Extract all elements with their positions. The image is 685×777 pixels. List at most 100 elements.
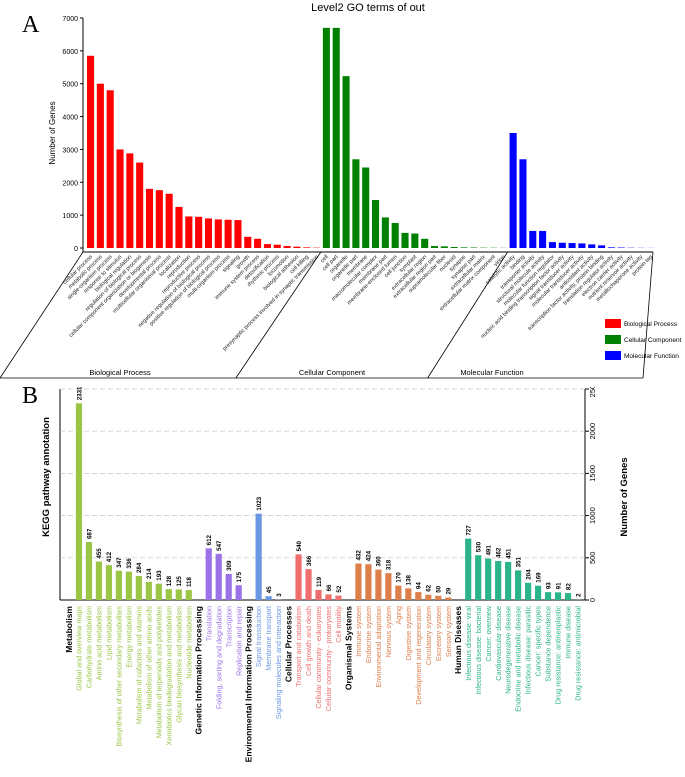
left-axis-label: KEGG pathway annotation xyxy=(41,417,52,537)
x-tick-label: Replication and repair xyxy=(234,605,243,676)
x-tick-label: Metabolism of other amino acids xyxy=(144,606,153,710)
x-tick-label: Lipid metabolism xyxy=(105,606,114,660)
bar xyxy=(95,561,103,600)
y-tick-label: 2000 xyxy=(588,423,597,440)
legend-swatch xyxy=(605,335,621,344)
bar xyxy=(106,90,114,249)
data-label: 204 xyxy=(525,569,532,580)
data-label: 52 xyxy=(336,585,343,592)
data-label: 118 xyxy=(186,577,193,588)
x-tick-label: Circulatory system xyxy=(424,606,433,665)
data-label: 540 xyxy=(296,541,303,552)
bar xyxy=(145,188,154,248)
bar xyxy=(165,589,172,600)
x-tick-label: Excretory system xyxy=(434,606,443,661)
bar xyxy=(539,230,547,248)
x-tick-label: Xenobiotics biodegradation and metabolis… xyxy=(164,606,173,745)
x-tick-label: Cardiovascular disease xyxy=(494,606,503,681)
data-label: 491 xyxy=(485,545,492,556)
x-tick-label: cell xyxy=(320,254,330,264)
group-label: Molecular Function xyxy=(460,368,523,377)
bar xyxy=(205,548,212,600)
bar xyxy=(505,561,512,600)
bar xyxy=(381,217,389,248)
bar xyxy=(254,238,262,248)
bar xyxy=(116,149,124,248)
data-label: 462 xyxy=(495,547,502,558)
bar xyxy=(529,230,537,248)
x-tick-label: Drug resistance: antimicrobial xyxy=(574,606,583,701)
y-tick-label: 3000 xyxy=(62,147,78,154)
bar xyxy=(578,243,586,248)
bar xyxy=(425,594,432,600)
bar xyxy=(450,247,458,248)
data-label: 451 xyxy=(505,548,512,559)
bar xyxy=(96,83,104,248)
x-tick-label: Cellular community - eukaryotes xyxy=(314,606,323,709)
data-label: 2331 xyxy=(76,387,83,400)
bar xyxy=(185,216,193,248)
bar xyxy=(263,244,271,248)
data-label: 91 xyxy=(555,582,562,589)
x-tick-label: Folding, sorting and degradation xyxy=(214,606,223,709)
data-label: 93 xyxy=(545,582,552,589)
x-tick-label: Cell motility xyxy=(334,606,343,643)
kegg-chart: 0 500 1000 1500 2000 2500 KEGG pathway annotat… xyxy=(41,387,630,762)
bar xyxy=(234,220,242,248)
data-label: 612 xyxy=(206,534,213,545)
data-label: 309 xyxy=(226,560,233,571)
bar xyxy=(391,223,399,248)
x-tick-label: Carbohydrate metabolism xyxy=(85,606,94,688)
group-label: Organismal Systems xyxy=(343,606,353,690)
group-divider xyxy=(427,251,508,379)
data-label: 336 xyxy=(126,558,133,569)
bar xyxy=(175,589,182,600)
data-label: 2 xyxy=(575,593,582,597)
data-label: 347 xyxy=(116,557,123,568)
bar xyxy=(125,571,132,600)
data-label: 169 xyxy=(535,572,542,583)
bar xyxy=(135,576,142,600)
bar xyxy=(415,592,422,600)
bar xyxy=(85,542,93,600)
bar xyxy=(544,592,552,600)
x-tick-label: Global and overview maps xyxy=(75,606,84,691)
x-tick-label: Energy metabolism xyxy=(124,606,133,668)
bar xyxy=(465,538,472,600)
bar xyxy=(195,216,203,248)
legend-label: Molecular Function xyxy=(624,353,679,360)
data-label: 138 xyxy=(406,574,413,585)
data-label: 214 xyxy=(146,568,153,579)
bar xyxy=(564,593,572,600)
bar xyxy=(305,569,312,600)
bar xyxy=(155,583,162,600)
bar xyxy=(265,596,272,600)
y-tick-label: 2500 xyxy=(588,387,597,397)
x-tick-label: Neurodegenerative disease xyxy=(504,606,513,694)
bar xyxy=(362,167,370,248)
data-label: 119 xyxy=(316,576,323,587)
x-tick-label: Transport and catabolism xyxy=(294,606,303,687)
data-label: 727 xyxy=(466,525,473,536)
x-tick-label: Immune disease xyxy=(564,606,573,659)
bar xyxy=(460,247,468,248)
bar xyxy=(115,570,122,600)
group-label: Biological Process xyxy=(89,368,151,377)
bar xyxy=(87,55,95,249)
data-label: 455 xyxy=(96,548,103,559)
bar xyxy=(235,585,242,600)
group-label: Genetic Information Processing xyxy=(194,606,204,734)
y-tick-label: 4000 xyxy=(62,115,78,122)
bar xyxy=(322,27,330,248)
bar xyxy=(365,564,372,600)
x-tick-label: Cancer: overview xyxy=(484,605,493,661)
x-tick-label: Endocrine system xyxy=(364,606,373,663)
x-tick-label: Translation xyxy=(204,606,213,641)
bar xyxy=(445,597,452,600)
x-tick-label: Glycan biosynthesis and metabolism xyxy=(174,606,183,723)
data-label: 547 xyxy=(216,540,223,551)
bar xyxy=(126,153,134,248)
x-tick-label: Aging xyxy=(394,606,403,624)
bar xyxy=(225,573,232,600)
group-divider xyxy=(235,251,322,379)
